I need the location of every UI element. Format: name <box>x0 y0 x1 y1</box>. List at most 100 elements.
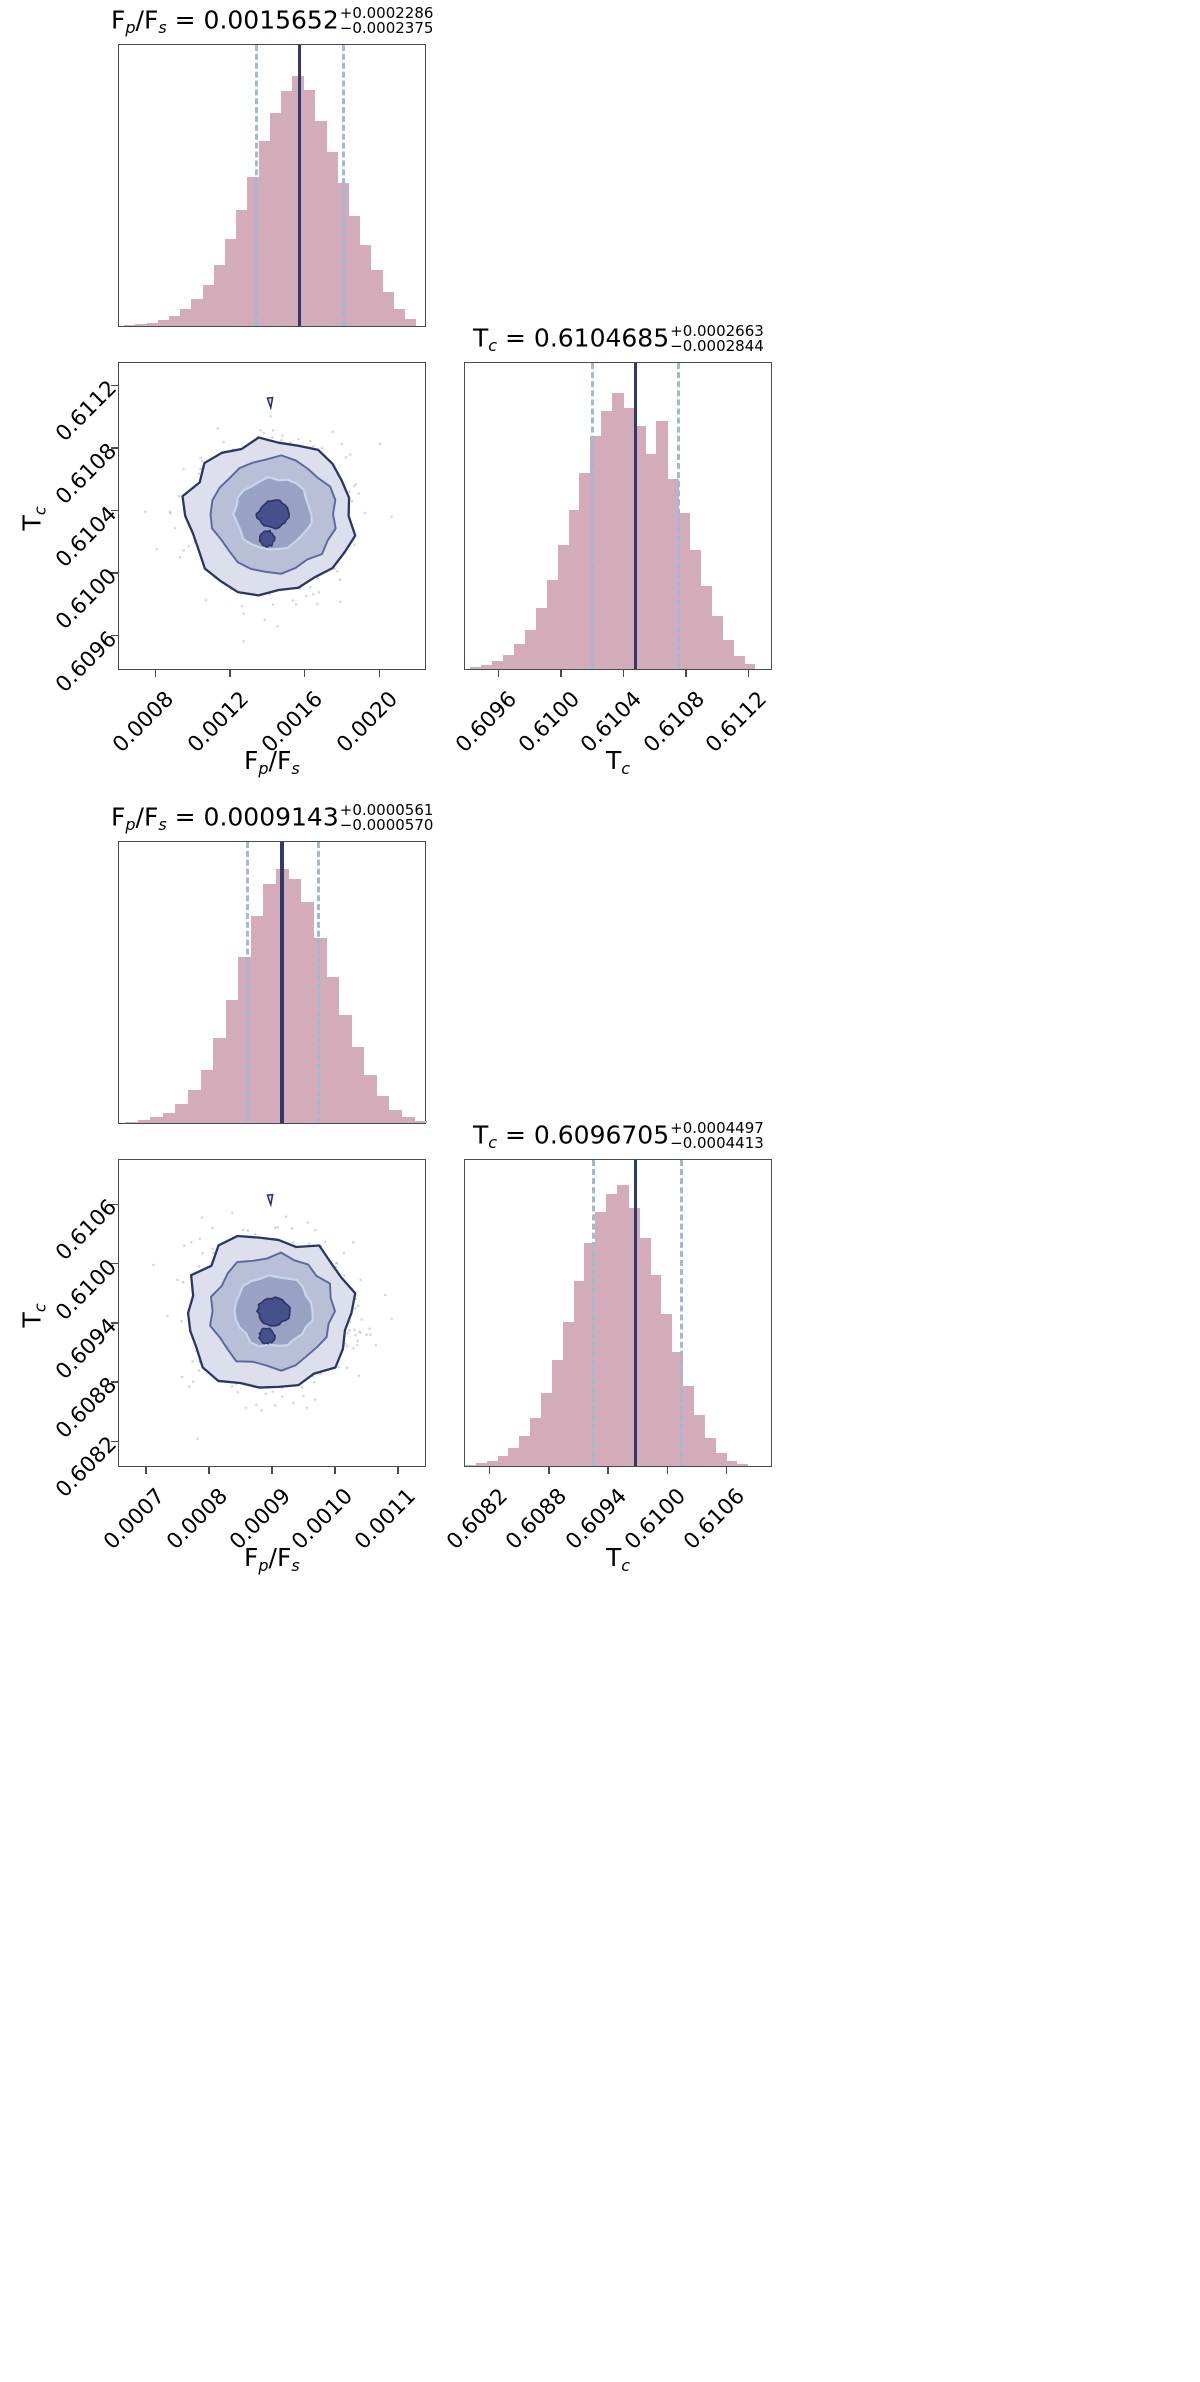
median-value: 0.6104685 <box>533 323 670 353</box>
histogram-bar <box>303 90 316 326</box>
b1-tc-y-label: 0.6108 <box>50 438 122 510</box>
histogram-bar <box>721 639 734 669</box>
lower-quantile-line <box>592 1160 596 1466</box>
lower-quantile-line <box>590 363 594 669</box>
histogram-bar <box>645 454 657 669</box>
histogram-bar <box>258 141 271 326</box>
histogram-bar <box>486 1460 499 1466</box>
b2-tc-y-label: 0.6088 <box>50 1372 122 1444</box>
median-line <box>634 1160 638 1466</box>
b1-tc-y-tick <box>111 447 118 449</box>
xaxis-label-block2-tc: Tc <box>606 1543 631 1575</box>
histogram-bar <box>359 244 372 326</box>
joint-contour-panel-block1 <box>118 362 426 670</box>
uncertainty-stack: +0.0002286 −0.0002375 <box>339 5 434 37</box>
histogram-bars <box>465 363 771 669</box>
histogram-bar <box>169 315 181 326</box>
histogram-bar <box>202 285 215 326</box>
subscript: s <box>291 758 300 778</box>
b2-fpfs-x-label: 0.0007 <box>98 1483 170 1555</box>
b1-tc-y-label: 0.6096 <box>50 626 122 698</box>
histogram-bars <box>465 1160 771 1466</box>
histogram-bar <box>601 411 614 669</box>
histogram-bar <box>682 1386 695 1466</box>
histogram-bar <box>688 550 701 669</box>
lower-quantile-line <box>246 842 250 1123</box>
histogram-bar <box>393 308 405 326</box>
histogram-bar <box>513 643 526 669</box>
histogram-bar <box>137 1120 151 1123</box>
histogram-bar <box>376 1096 390 1123</box>
histogram-bar <box>150 1117 164 1123</box>
upper-quantile-line <box>341 45 345 326</box>
b1-fpfs-x-tick <box>154 670 157 677</box>
histogram-bar <box>465 1464 477 1466</box>
uncertainty-stack: +0.0000561 −0.0000570 <box>340 802 434 834</box>
b2-tc-y-label: 0.6082 <box>50 1432 122 1503</box>
histogram-bar <box>535 608 548 669</box>
histogram-bar <box>562 1321 575 1466</box>
histogram-bar <box>401 1117 415 1123</box>
median-line <box>297 45 301 326</box>
histogram-bar <box>519 1435 532 1466</box>
panel-title-block1-tc: Tc = 0.6104685 +0.0002663 −0.0002844 <box>473 321 764 356</box>
subscript: c <box>621 1555 631 1575</box>
upper-uncertainty: +0.0002663 <box>670 321 764 340</box>
histogram-bar <box>157 319 170 326</box>
panel-title-block1-fpfs: Fp/Fs = 0.0015652 +0.0002286 −0.0002375 <box>111 3 434 38</box>
b1-tc-x-label: 0.6112 <box>701 686 773 758</box>
histogram-bar <box>414 1120 428 1123</box>
histogram-bar <box>710 615 723 669</box>
histogram-bar <box>124 324 137 326</box>
upper-uncertainty: +0.0004497 <box>670 1118 764 1137</box>
histogram-panel-block1-fpfs <box>118 44 426 327</box>
histogram-bar <box>236 209 249 326</box>
histogram-bar <box>338 1014 352 1123</box>
b1-fpfs-x-tick <box>378 670 381 677</box>
b2-tc-y-tick <box>111 1262 118 1265</box>
histogram-bar <box>250 916 264 1123</box>
histogram-bar <box>180 308 193 326</box>
b1-tc-x-label: 0.6096 <box>451 686 522 758</box>
contour-spur <box>266 396 274 411</box>
histogram-bar <box>551 1359 564 1466</box>
histogram-bar <box>370 270 383 326</box>
histogram-bar <box>590 436 603 669</box>
subscript: p <box>125 815 136 835</box>
subscript: p <box>258 758 269 778</box>
histogram-bar <box>213 1038 226 1123</box>
contour-core <box>255 499 290 530</box>
histogram-bar <box>389 1110 402 1123</box>
b2-tc-y-label: 0.6106 <box>50 1195 122 1267</box>
b2-tc-x-tick <box>488 1467 491 1474</box>
joint-contour-panel-block2 <box>118 1159 426 1467</box>
b2-tc-x-tick <box>548 1467 550 1474</box>
histogram-bar <box>475 1463 488 1466</box>
histogram-bar <box>146 322 159 326</box>
b2-fpfs-x-tick <box>271 1467 273 1474</box>
histogram-bar <box>584 1243 597 1466</box>
b2-tc-y-tick <box>111 1440 118 1443</box>
histogram-bar <box>269 113 282 326</box>
b1-tc-y-tick <box>111 634 118 637</box>
histogram-bar <box>175 1104 189 1123</box>
histogram-bar <box>667 479 679 669</box>
median-value: 0.0015652 <box>203 5 339 35</box>
histogram-bar <box>200 1069 214 1123</box>
b1-fpfs-x-tick <box>303 670 306 677</box>
b1-fpfs-x-tick <box>229 670 231 677</box>
b2-tc-y-tick <box>111 1322 118 1324</box>
histogram-bar <box>281 91 293 326</box>
contour-core-satellite <box>258 529 276 548</box>
b1-tc-x-tick <box>622 670 625 677</box>
subscript: c <box>30 1303 50 1313</box>
b1-tc-x-tick <box>747 670 750 677</box>
yaxis-label-block1-tc: Tc <box>17 506 50 531</box>
histogram-bar <box>470 667 482 669</box>
contour-spur <box>266 1193 274 1208</box>
lower-uncertainty: −0.0002375 <box>339 19 434 37</box>
histogram-bar <box>263 883 277 1123</box>
b1-tc-y-tick <box>111 384 118 387</box>
subscript: s <box>158 18 167 38</box>
